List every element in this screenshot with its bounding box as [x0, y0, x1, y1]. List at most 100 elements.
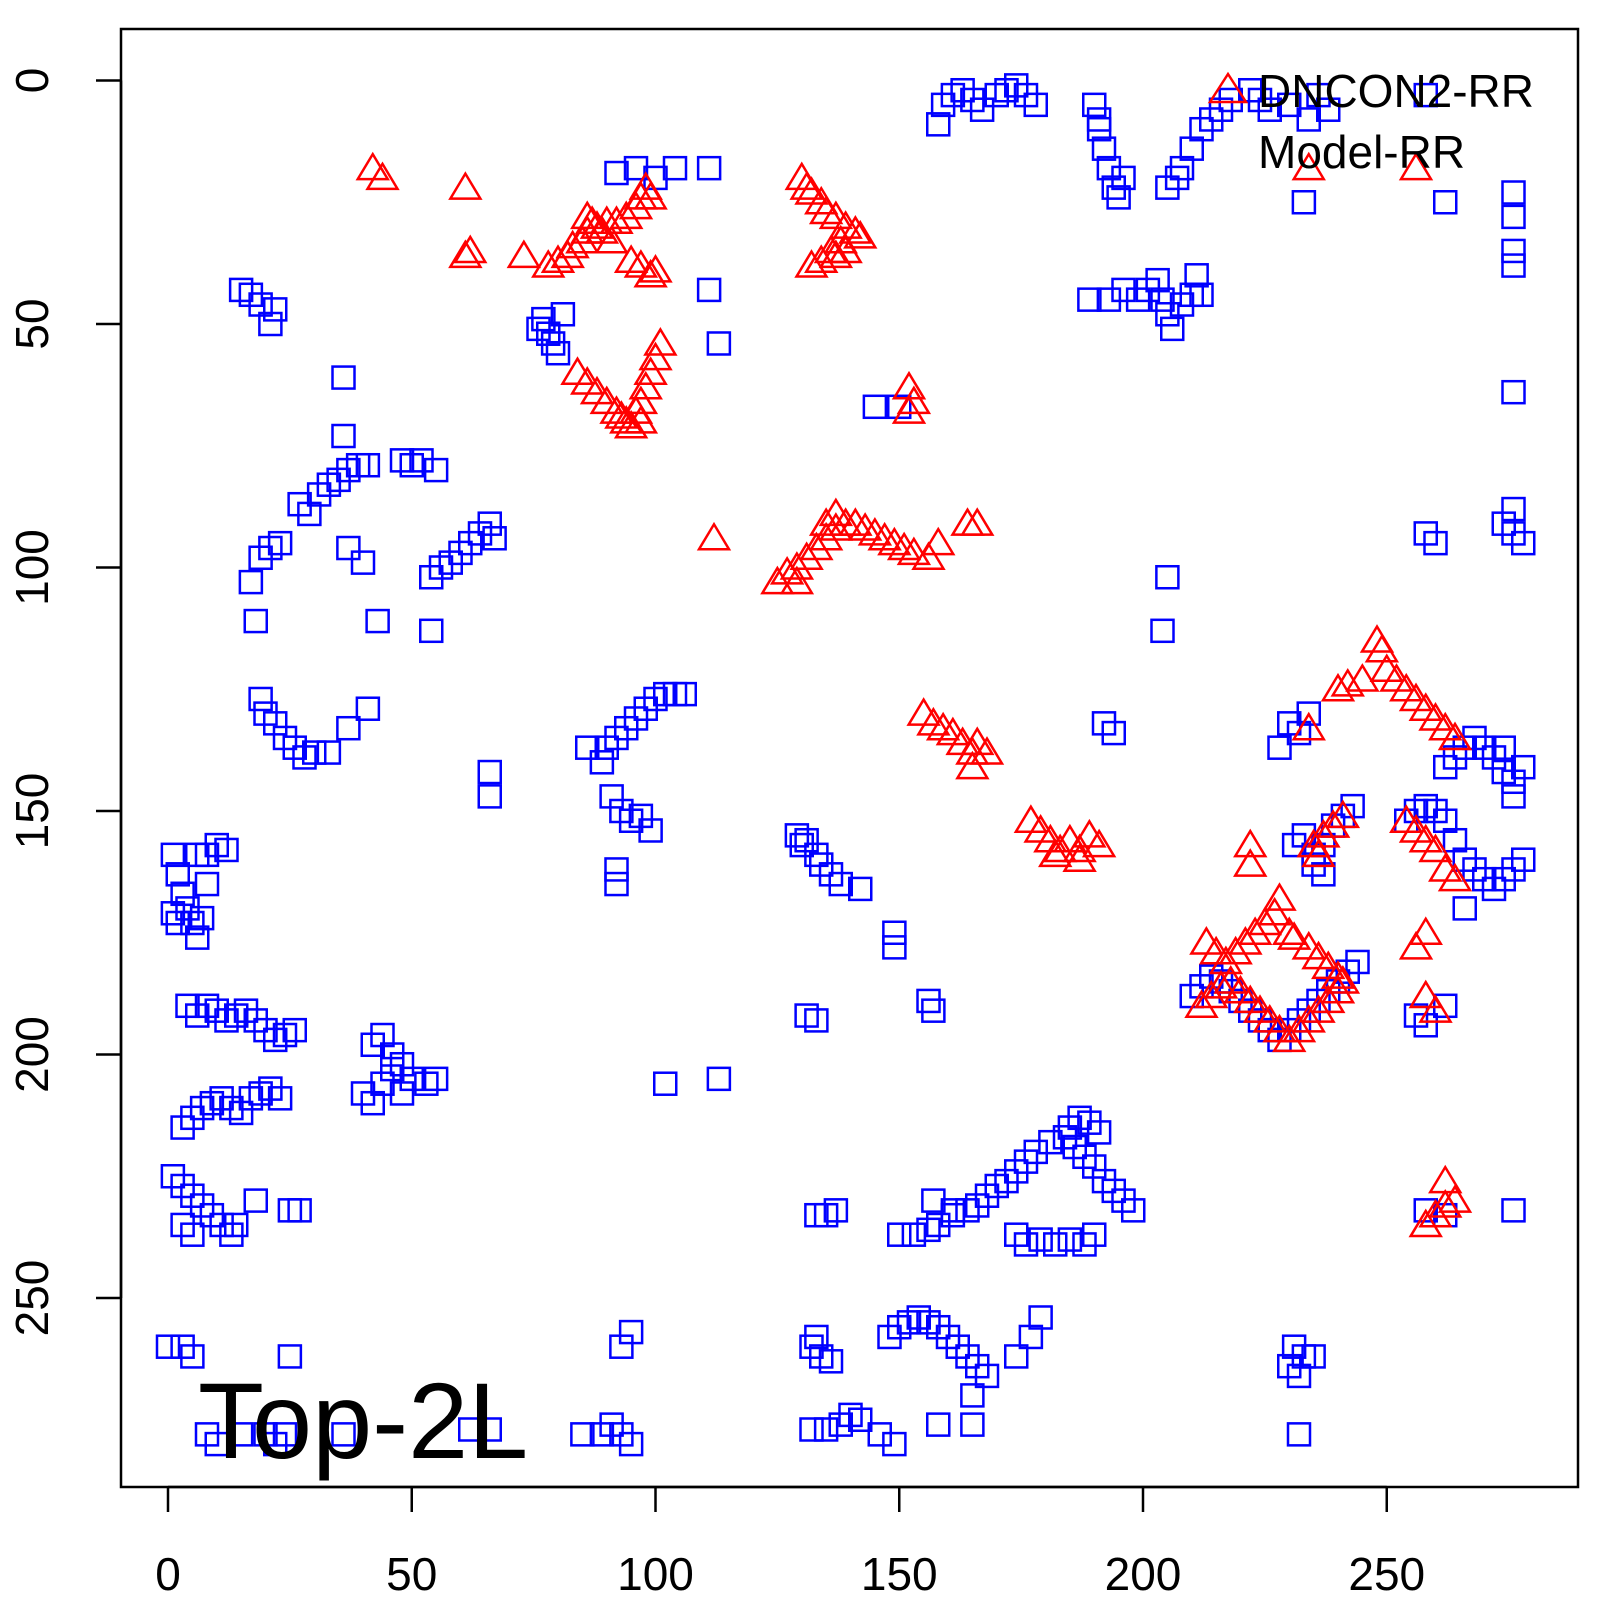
data-point-square — [818, 1349, 844, 1374]
series-layer — [155, 73, 1536, 1457]
data-point-square — [974, 1363, 1000, 1389]
y-tick-label: 0 — [6, 68, 58, 94]
data-point-square — [1291, 190, 1317, 215]
data-point-triangle — [969, 736, 1005, 765]
data-point-triangle — [633, 258, 668, 288]
data-point-square — [365, 608, 390, 634]
data-point-square — [1038, 1129, 1063, 1155]
data-point-triangle — [1281, 1013, 1317, 1043]
data-point-triangle — [916, 706, 951, 736]
x-axis: 0 50 100 150 200 250 — [155, 1485, 1425, 1600]
data-point-square — [1433, 190, 1458, 215]
data-point-triangle — [1184, 989, 1219, 1019]
data-point-square — [224, 1212, 249, 1238]
data-point-square — [277, 1344, 303, 1369]
data-point-triangle — [818, 512, 854, 541]
data-point-square — [828, 871, 853, 897]
data-point-triangle — [1257, 896, 1292, 926]
data-point-square — [1501, 496, 1526, 522]
data-point-square — [1433, 993, 1458, 1019]
data-point-square — [336, 715, 361, 741]
data-point-triangle — [1301, 838, 1336, 868]
data-point-triangle — [1418, 994, 1453, 1023]
data-point-square — [1057, 1227, 1083, 1252]
data-point-triangle — [1428, 1189, 1463, 1218]
data-point-square — [1184, 263, 1209, 288]
data-point-square — [331, 423, 356, 449]
data-point-square — [272, 1422, 298, 1447]
data-point-triangle — [1233, 848, 1268, 877]
data-point-triangle — [1272, 1023, 1307, 1053]
data-point-square — [550, 302, 576, 327]
data-point-square — [1296, 701, 1321, 726]
data-point-triangle — [1208, 945, 1244, 975]
data-point-triangle — [638, 254, 673, 283]
data-point-square — [482, 526, 507, 551]
data-point-square — [1267, 735, 1292, 760]
data-point-triangle — [1320, 960, 1356, 989]
data-point-triangle — [804, 244, 839, 273]
data-point-square — [1028, 1305, 1053, 1330]
y-tick-label: 100 — [6, 529, 58, 606]
data-point-square — [1218, 87, 1243, 113]
data-point-square — [238, 569, 264, 595]
data-point-square — [194, 871, 220, 897]
data-point-square — [1101, 720, 1126, 746]
data-point-square — [1160, 316, 1185, 342]
data-point-triangle — [555, 229, 590, 259]
data-point-triangle — [623, 404, 659, 434]
data-point-square — [696, 277, 722, 303]
data-point-square — [1155, 175, 1180, 200]
x-tick-label: 200 — [1105, 1548, 1182, 1600]
data-point-triangle — [1062, 833, 1097, 863]
data-point-triangle — [1315, 809, 1351, 838]
data-point-triangle — [1311, 984, 1346, 1014]
data-point-triangle — [633, 356, 668, 385]
data-point-square — [336, 535, 361, 561]
data-point-triangle — [857, 516, 893, 546]
data-point-square — [1028, 1227, 1053, 1252]
data-point-square — [921, 1188, 946, 1213]
data-point-square — [267, 530, 293, 556]
data-point-square — [1189, 282, 1214, 308]
data-point-triangle — [1398, 151, 1434, 181]
series-model-rr — [155, 73, 1536, 1457]
data-point-square — [331, 365, 356, 390]
data-point-square — [160, 842, 186, 868]
data-point-triangle — [1247, 906, 1283, 936]
data-point-square — [423, 457, 449, 483]
x-tick-label: 50 — [386, 1548, 437, 1600]
data-point-triangle — [696, 521, 732, 551]
data-point-square — [1501, 238, 1526, 264]
data-point-triangle — [779, 551, 815, 580]
data-point-triangle — [1408, 916, 1443, 945]
data-point-square — [531, 306, 556, 332]
data-point-square — [604, 160, 629, 186]
data-point-triangle — [1398, 930, 1434, 960]
data-point-triangle — [1325, 965, 1361, 994]
data-point-square — [1121, 1198, 1146, 1223]
data-point-square — [1311, 862, 1336, 887]
data-point-square — [1277, 92, 1302, 118]
data-point-triangle — [867, 521, 902, 551]
data-point-square — [1150, 618, 1175, 644]
data-point-square — [331, 1422, 356, 1447]
data-point-square — [243, 1188, 268, 1213]
data-point-triangle — [843, 219, 878, 249]
data-point-triangle — [1291, 151, 1326, 181]
data-point-square — [789, 832, 814, 858]
data-point-square — [180, 1344, 205, 1369]
data-point-square — [926, 1212, 951, 1238]
data-point-square — [1501, 379, 1526, 405]
data-point-triangle — [1325, 799, 1361, 829]
data-point-triangle — [847, 512, 883, 541]
data-point-triangle — [838, 215, 873, 244]
data-point-triangle — [789, 171, 824, 200]
data-point-triangle — [540, 244, 576, 273]
data-point-square — [1452, 896, 1477, 921]
data-point-square — [423, 1066, 449, 1092]
x-tick-label: 100 — [617, 1548, 694, 1600]
data-point-square — [228, 1422, 254, 1447]
